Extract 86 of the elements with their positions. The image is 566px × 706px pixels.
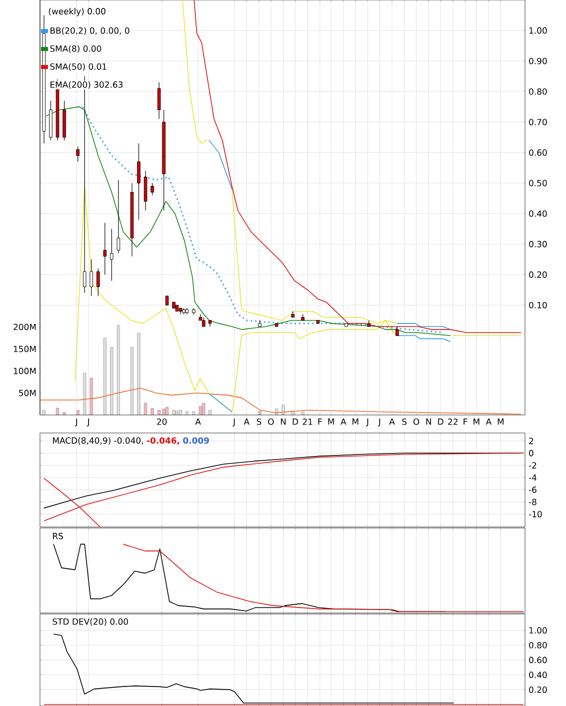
line-series — [40, 388, 522, 415]
y-tick-label: 0.80 — [529, 642, 547, 648]
y-tick-label: -6 — [528, 486, 536, 493]
candlestick — [96, 268, 100, 296]
x-tick-label: F — [318, 418, 322, 425]
x-tick-label: M — [474, 418, 480, 425]
x-tick-label: S — [256, 418, 262, 425]
candlestick — [150, 182, 154, 196]
y-tick-label: 0.60 — [529, 656, 547, 664]
annotation: 0.009 — [183, 437, 209, 444]
y-tick-label: 0 — [529, 450, 534, 456]
annotation: EMA(200) 302.63 — [50, 81, 123, 89]
y-tick-label: 1.00 — [529, 27, 547, 34]
bar — [110, 347, 114, 415]
x-tick-label: J — [86, 418, 90, 426]
chart-title: STD DEV(20) 0.00 — [52, 618, 128, 626]
bar — [301, 412, 304, 415]
candlestick — [137, 143, 140, 220]
x-tick-label: A — [389, 418, 395, 425]
y-tick-label: 0.10 — [529, 302, 547, 308]
x-tick-label: J — [232, 418, 235, 426]
line-series — [44, 452, 524, 508]
bar — [185, 411, 188, 415]
legend-label: SMA(8) 0.00 — [50, 45, 102, 53]
chart-title: RS — [53, 532, 63, 540]
candlestick — [396, 326, 399, 336]
candlestick — [157, 82, 161, 120]
chart-title: MACD(8,40,9) -0.040, — [53, 437, 143, 445]
x-tick-label: A — [486, 418, 492, 425]
candlestick — [110, 228, 114, 282]
y-tick-label: 0.80 — [529, 88, 547, 95]
y-tick-label: 1.00 — [529, 627, 547, 634]
x-tick-label: S — [402, 418, 407, 425]
bar — [150, 408, 154, 415]
x-tick-label: A — [244, 418, 250, 425]
x-tick-label: M — [328, 418, 334, 425]
y-tick-label: 0.50 — [529, 180, 547, 186]
candlestick — [90, 259, 94, 296]
candlestick — [202, 317, 206, 327]
y-tick-label: 2 — [529, 438, 534, 444]
text: (weekly) 0.00 — [48, 8, 106, 16]
x-tick-label: O — [413, 418, 420, 425]
x-tick-label: A — [195, 418, 201, 425]
x-tick-label: M — [498, 418, 504, 425]
x-tick-label: F — [464, 418, 468, 425]
y-tick-label: 0.30 — [529, 240, 547, 248]
x-tick-label: M — [352, 418, 358, 425]
y-tick-label: 0.60 — [529, 149, 547, 156]
candlestick — [76, 146, 80, 162]
bar — [103, 338, 106, 415]
y2-tick-label: 200M — [14, 324, 36, 330]
y-tick-label: 0.20 — [529, 686, 547, 693]
x-tick-label: A — [340, 418, 346, 425]
legend-label: SMA(50) 0.01 — [50, 63, 106, 71]
y-tick-label: 0.40 — [529, 210, 547, 217]
x-tick-label: 22 — [448, 418, 458, 425]
x-tick-label: D — [292, 418, 298, 425]
candlestick — [116, 180, 120, 254]
x-tick-label: 20 — [157, 418, 167, 425]
x-tick-label: D — [438, 418, 444, 425]
y-tick-label: -10 — [528, 510, 542, 518]
y2-tick-label: 150M — [14, 346, 36, 352]
x-tick-label: N — [280, 418, 286, 425]
line-series — [194, 0, 522, 333]
x-tick-label: 21 — [302, 418, 312, 425]
x-tick-label: N — [426, 418, 431, 425]
x-tick-label: J — [378, 418, 380, 426]
candlestick — [165, 296, 169, 306]
bar — [130, 347, 134, 415]
y-tick-label: -4 — [528, 474, 536, 481]
x-tick-label: J — [366, 418, 368, 426]
y2-tick-label: 50M — [19, 390, 36, 396]
bar — [62, 412, 66, 415]
y-tick-label: 0.90 — [529, 58, 547, 64]
y-tick-label: -2 — [528, 462, 536, 468]
y-tick-label: -8 — [528, 498, 536, 506]
legend-label: BB(20,2) 0, 0.00, 0 — [50, 27, 130, 35]
bar — [192, 411, 196, 415]
x-tick-label: J — [74, 418, 78, 426]
y-tick-label: 0.40 — [529, 672, 547, 678]
y-tick-label: 0.20 — [529, 271, 547, 278]
y2-tick-label: 100M — [14, 368, 36, 374]
x-tick-label: O — [268, 418, 274, 425]
y-tick-label: 0.70 — [529, 118, 547, 126]
candlestick — [103, 222, 107, 275]
text: -0.046, — [146, 437, 180, 445]
